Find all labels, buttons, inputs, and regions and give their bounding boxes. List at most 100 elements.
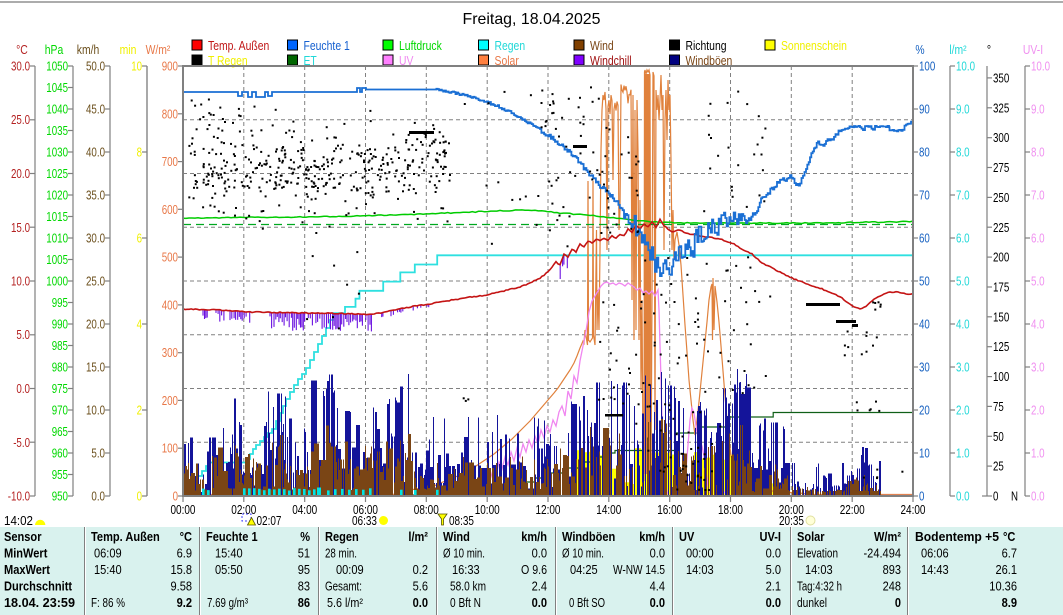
- svg-text:15.0: 15.0: [11, 220, 30, 235]
- svg-text:0.0: 0.0: [532, 546, 547, 561]
- svg-text:893: 893: [883, 562, 901, 577]
- svg-text:Temp. Außen: Temp. Außen: [91, 529, 160, 544]
- svg-text:51: 51: [298, 546, 310, 561]
- svg-text:1000: 1000: [46, 274, 68, 289]
- svg-text:02:07: 02:07: [257, 513, 282, 528]
- svg-text:04:25: 04:25: [570, 562, 598, 577]
- svg-text:1010: 1010: [46, 231, 68, 246]
- svg-text:14:02: 14:02: [4, 513, 33, 528]
- svg-text:hPa: hPa: [45, 42, 64, 57]
- svg-text:5.0: 5.0: [91, 446, 105, 461]
- svg-text:248: 248: [883, 579, 901, 594]
- svg-text:20: 20: [919, 403, 930, 418]
- svg-text:Sensor: Sensor: [4, 529, 42, 544]
- svg-text:1025: 1025: [46, 166, 68, 181]
- svg-text:20:35: 20:35: [779, 513, 804, 528]
- svg-text:Feuchte 1: Feuchte 1: [304, 38, 350, 53]
- svg-text:30.0: 30.0: [86, 231, 105, 246]
- svg-text:0: 0: [919, 489, 924, 504]
- svg-text:10.0: 10.0: [956, 59, 975, 74]
- svg-text:5.0: 5.0: [1031, 274, 1045, 289]
- svg-text:225: 225: [993, 220, 1009, 235]
- svg-text:W/m²: W/m²: [874, 529, 902, 544]
- svg-text:0.2: 0.2: [413, 562, 428, 577]
- svg-text:700: 700: [162, 154, 178, 169]
- svg-text:Richtung: Richtung: [686, 38, 727, 53]
- svg-text:Temp. Außen: Temp. Außen: [208, 38, 269, 53]
- svg-text:06:00: 06:00: [353, 502, 378, 517]
- svg-text:5.6 l/m²: 5.6 l/m²: [327, 595, 364, 610]
- svg-text:100: 100: [993, 369, 1009, 384]
- svg-text:1030: 1030: [46, 145, 68, 160]
- svg-text:60: 60: [919, 231, 930, 246]
- svg-text:275: 275: [993, 160, 1009, 175]
- svg-text:500: 500: [162, 250, 178, 265]
- svg-text:30.0: 30.0: [11, 59, 30, 74]
- svg-text:°C: °C: [1003, 529, 1016, 544]
- svg-text:Wind: Wind: [443, 529, 470, 544]
- svg-text:0: 0: [137, 489, 142, 504]
- svg-text:Elevation: Elevation: [797, 546, 838, 561]
- svg-text:40: 40: [919, 317, 930, 332]
- svg-text:00:00: 00:00: [686, 546, 714, 561]
- svg-text:%: %: [915, 42, 925, 57]
- svg-text:80: 80: [919, 145, 930, 160]
- svg-text:95: 95: [298, 562, 310, 577]
- svg-text:06:33: 06:33: [352, 513, 377, 528]
- svg-text:15.0: 15.0: [86, 360, 105, 375]
- svg-text:02:00: 02:00: [231, 502, 256, 517]
- svg-text:175: 175: [993, 280, 1009, 295]
- svg-text:°C: °C: [16, 42, 28, 57]
- svg-text:1005: 1005: [46, 252, 68, 267]
- svg-text:10: 10: [131, 59, 142, 74]
- svg-text:8.0: 8.0: [1031, 145, 1045, 160]
- svg-text:14:00: 14:00: [596, 502, 621, 517]
- svg-text:Ø 10 min.: Ø 10 min.: [443, 546, 485, 561]
- svg-text:1.0: 1.0: [956, 446, 970, 461]
- svg-text:985: 985: [52, 338, 68, 353]
- svg-text:F: 86 %: F: 86 %: [91, 595, 125, 610]
- svg-text:35.0: 35.0: [86, 188, 105, 203]
- svg-text:18.04. 23:59: 18.04. 23:59: [4, 595, 75, 610]
- svg-text:975: 975: [52, 381, 68, 396]
- svg-text:0.0: 0.0: [532, 595, 547, 610]
- svg-text:15.8: 15.8: [171, 562, 193, 577]
- svg-text:22:00: 22:00: [840, 502, 865, 517]
- svg-text:l/m²: l/m²: [408, 529, 428, 544]
- svg-text:7.69 g/m³: 7.69 g/m³: [207, 595, 248, 610]
- svg-text:25.0: 25.0: [86, 274, 105, 289]
- svg-text:km/h: km/h: [521, 529, 547, 544]
- svg-text:04:00: 04:00: [292, 502, 317, 517]
- svg-text:Solar: Solar: [495, 53, 520, 68]
- svg-text:6.9: 6.9: [177, 546, 192, 561]
- svg-text:1050: 1050: [46, 59, 68, 74]
- svg-text:0: 0: [993, 489, 998, 504]
- svg-text:8.0: 8.0: [956, 145, 970, 160]
- svg-text:10.0: 10.0: [1031, 59, 1050, 74]
- svg-text:9.58: 9.58: [171, 579, 193, 594]
- svg-text:3.0: 3.0: [956, 360, 970, 375]
- svg-text:9.2: 9.2: [177, 595, 192, 610]
- svg-text:20.0: 20.0: [86, 317, 105, 332]
- svg-text:14:03: 14:03: [686, 562, 714, 577]
- svg-text:4.0: 4.0: [956, 317, 970, 332]
- svg-text:4.0: 4.0: [1031, 317, 1045, 332]
- svg-text:8: 8: [137, 145, 142, 160]
- svg-text:W-NW 14.5: W-NW 14.5: [613, 562, 665, 577]
- svg-text:16:33: 16:33: [452, 562, 480, 577]
- svg-text:°C: °C: [180, 529, 193, 544]
- svg-text:800: 800: [162, 106, 178, 121]
- svg-text:0: 0: [173, 489, 178, 504]
- svg-text:45.0: 45.0: [86, 102, 105, 117]
- svg-text:1015: 1015: [46, 209, 68, 224]
- svg-text:8.9: 8.9: [1002, 595, 1017, 610]
- svg-text:Regen: Regen: [325, 529, 359, 544]
- svg-text:100: 100: [162, 441, 178, 456]
- svg-text:2: 2: [137, 403, 142, 418]
- svg-text:28 min.: 28 min.: [325, 546, 357, 561]
- svg-text:50: 50: [993, 429, 1004, 444]
- svg-text:0.0: 0.0: [766, 595, 781, 610]
- svg-text:16:00: 16:00: [657, 502, 682, 517]
- svg-text:00:00: 00:00: [171, 502, 196, 517]
- svg-text:km/h: km/h: [77, 42, 100, 57]
